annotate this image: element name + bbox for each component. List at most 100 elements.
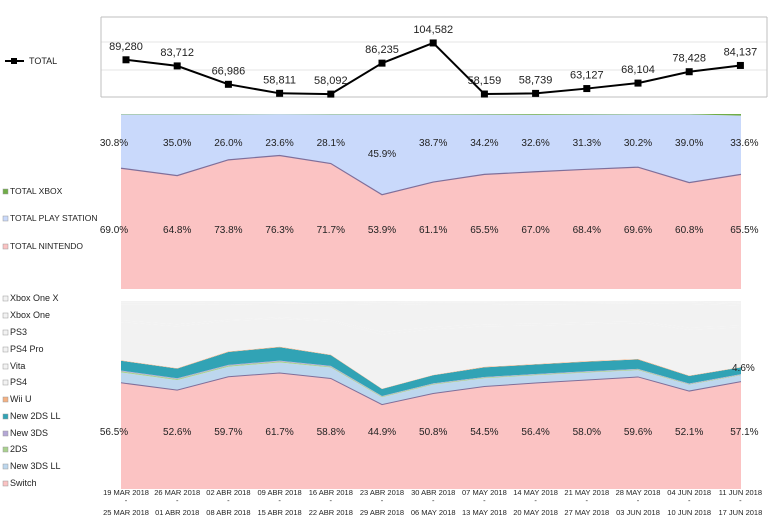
x-tick-label: - [227, 496, 230, 505]
x-tick-label: 20 MAY 2018 [513, 508, 558, 517]
playstation-data-label: 35.0% [163, 138, 191, 149]
nintendo-data-label: 65.5% [470, 225, 498, 236]
p3-area-xbox-one-x [121, 301, 741, 303]
x-tick-label: 04 JUN 2018 [667, 488, 711, 497]
total-data-label: 84,137 [724, 46, 758, 58]
legend-label: 2DS [10, 444, 28, 454]
x-tick-label: - [278, 496, 281, 505]
legend-label: PS4 Pro [10, 344, 44, 354]
x-tick-label: 09 ABR 2018 [257, 488, 301, 497]
p3-area-ps4-pro [121, 303, 741, 332]
x-tick-label: 30 ABR 2018 [411, 488, 455, 497]
total-point [378, 59, 386, 67]
legend-marker-total [11, 58, 17, 64]
legend-label: Switch [10, 478, 37, 488]
legend-label-total: TOTAL [29, 56, 57, 66]
legend-swatch [2, 413, 9, 420]
p2-area-total-xbox [121, 114, 741, 116]
switch-data-label: 57.1% [730, 427, 758, 438]
total-point [429, 39, 437, 47]
legend-swatch [2, 312, 9, 319]
p3-switch-boundary-line [120, 372, 742, 406]
legend-swatch [2, 215, 9, 222]
x-tick-label: 07 MAY 2018 [462, 488, 507, 497]
x-tick-label: 08 ABR 2018 [206, 508, 250, 517]
x-tick-label: 11 JUN 2018 [719, 488, 762, 497]
total-data-label: 66,986 [212, 65, 246, 77]
legend-label: New 2DS LL [10, 411, 61, 421]
x-tick-label: 28 MAY 2018 [616, 488, 661, 497]
playstation-data-label: 38.7% [419, 138, 447, 149]
playstation-data-label: 26.0% [214, 138, 242, 149]
x-tick-label: - [688, 496, 691, 505]
nintendo-data-label: 73.8% [214, 225, 242, 236]
legend-label: TOTAL NINTENDO [10, 241, 83, 251]
total-data-label: 83,712 [160, 47, 194, 59]
playstation-data-label: 28.1% [317, 138, 345, 149]
x-tick-label: 26 MAR 2018 [154, 488, 200, 497]
total-point [583, 85, 591, 93]
legend-label: Xbox One X [10, 293, 59, 303]
total-point [685, 68, 693, 76]
playstation-data-label: 30.8% [100, 138, 128, 149]
p3-area-new-2ds-ll [121, 347, 741, 396]
nintendo-data-label: 67.0% [521, 225, 549, 236]
legend-label: New 3DS [10, 428, 48, 438]
legend-swatch [2, 346, 9, 353]
legend-swatch [2, 243, 9, 250]
x-tick-label: 14 MAY 2018 [513, 488, 558, 497]
legend-label: Vita [10, 361, 25, 371]
legend-swatch [2, 480, 9, 487]
total-data-label: 78,428 [672, 53, 706, 65]
nintendo-data-label: 69.6% [624, 225, 652, 236]
switch-data-label: 58.0% [573, 427, 601, 438]
legend-swatch [2, 379, 9, 386]
total-data-label: 86,235 [365, 44, 399, 56]
switch-data-label: 56.4% [521, 427, 549, 438]
nintendo-data-label: 64.8% [163, 225, 191, 236]
total-data-label: 58,092 [314, 75, 348, 87]
p2-area-total-nintendo [121, 155, 741, 289]
x-tick-label: - [739, 496, 742, 505]
x-tick-label: 21 MAY 2018 [564, 488, 609, 497]
p2-boundary-line [120, 154, 742, 196]
total-point [480, 90, 488, 98]
x-tick-label: 15 ABR 2018 [257, 508, 301, 517]
nintendo-data-label: 68.4% [573, 225, 601, 236]
playstation-data-label: 34.2% [470, 138, 498, 149]
nintendo-data-label: 60.8% [675, 225, 703, 236]
total-data-label: 58,811 [263, 74, 296, 86]
x-tick-label: 27 MAY 2018 [564, 508, 609, 517]
switch-data-label: 56.5% [100, 427, 128, 438]
x-tick-label: - [483, 496, 486, 505]
total-point [736, 61, 744, 69]
legend-label: TOTAL PLAY STATION [10, 213, 98, 223]
x-tick-label: - [176, 496, 179, 505]
switch-data-label: 52.1% [675, 427, 703, 438]
nintendo-data-label: 65.5% [730, 225, 758, 236]
x-tick-label: - [586, 496, 589, 505]
total-point [122, 56, 130, 64]
total-data-label: 104,582 [413, 24, 453, 36]
playstation-data-label: 45.9% [368, 149, 396, 160]
legend-swatch [2, 188, 9, 195]
switch-data-label: 52.6% [163, 427, 191, 438]
legend-swatch [2, 430, 9, 437]
x-tick-label: - [381, 496, 384, 505]
total-point [224, 80, 232, 88]
playstation-data-label: 32.6% [521, 138, 549, 149]
total-point [327, 90, 335, 98]
x-tick-label: 25 MAR 2018 [103, 508, 149, 517]
nintendo-data-label: 71.7% [317, 225, 345, 236]
total-data-label: 58,739 [519, 74, 553, 86]
p2-area-total-play-station [121, 114, 741, 195]
playstation-data-label: 31.3% [573, 138, 601, 149]
total-point [532, 89, 540, 97]
x-tick-label: 17 JUN 2018 [719, 508, 763, 517]
legend-swatch [2, 396, 9, 403]
switch-data-label: 58.8% [317, 427, 345, 438]
total-point [634, 79, 642, 87]
x-tick-label: - [125, 496, 128, 505]
x-tick-label: 19 MAR 2018 [103, 488, 149, 497]
